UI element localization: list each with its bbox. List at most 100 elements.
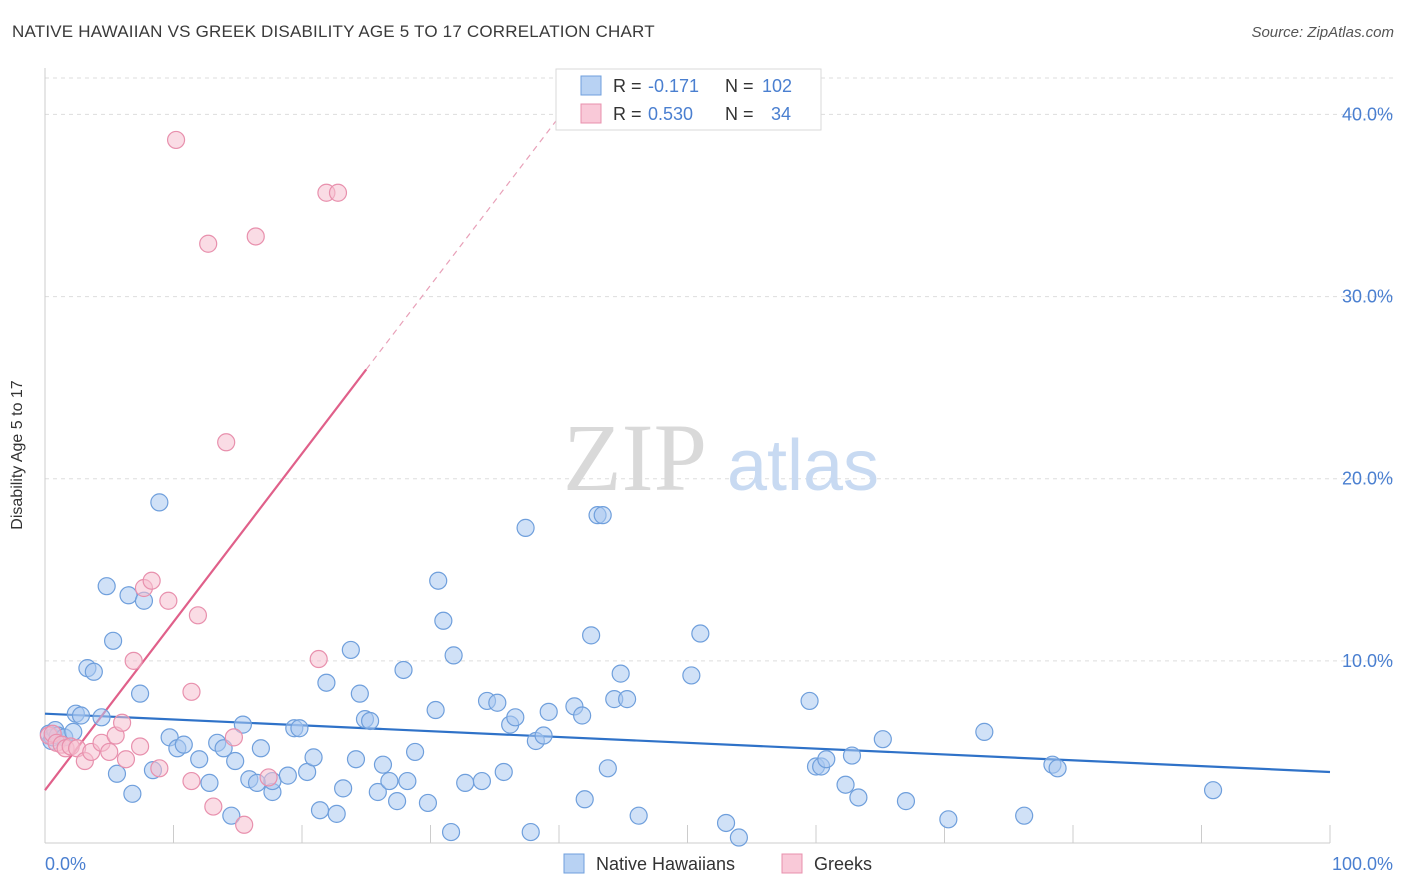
legend-swatch-blue [580,75,602,96]
point-native-hawaiians [494,762,513,782]
point-native-hawaiians [716,813,736,833]
bottom-legend: Native Hawaiians Greeks [563,853,872,874]
point-greeks [166,130,186,150]
legend-r-value-1: -0.171 [648,76,699,96]
point-native-hawaiians [939,810,958,829]
point-native-hawaiians [418,793,438,813]
point-native-hawaiians [1015,806,1034,825]
point-native-hawaiians [394,660,413,680]
point-greeks [182,771,201,791]
point-native-hawaiians [441,822,461,842]
x-tick-label: 0.0% [45,854,86,874]
legend-n-label-1: N = [725,76,754,96]
point-native-hawaiians [456,773,475,792]
point-native-hawaiians [119,586,138,605]
point-native-hawaiians [341,640,360,660]
watermark-zip: ZIP [563,404,707,511]
legend-r-label-1: R = [613,76,642,96]
point-greeks [159,591,178,610]
point-native-hawaiians [682,666,701,685]
point-native-hawaiians [521,822,540,842]
legend-swatch-pink [580,103,602,124]
y-tick-label: 20.0% [1342,469,1393,489]
point-greeks [204,797,223,816]
point-native-hawaiians [251,739,270,758]
point-native-hawaiians [346,750,366,769]
chart-title: NATIVE HAWAIIAN VS GREEK DISABILITY AGE … [12,22,655,41]
point-native-hawaiians [618,690,637,709]
point-greeks [246,227,265,246]
x-tick-label: 100.0% [1332,854,1393,874]
point-native-hawaiians [226,751,245,771]
point-native-hawaiians [104,631,123,650]
point-native-hawaiians [575,790,594,809]
point-native-hawaiians [290,719,309,738]
point-native-hawaiians [174,735,193,754]
point-native-hawaiians [472,771,491,791]
point-native-hawaiians [317,673,336,692]
point-greeks [182,682,201,701]
bottom-legend-swatch-pink [781,853,803,874]
bottom-legend-label-blue: Native Hawaiians [596,854,735,874]
data-points [39,130,1223,847]
source-label: Source: ZipAtlas.com [1251,24,1394,41]
point-greeks [217,433,236,452]
point-native-hawaiians [573,706,592,725]
y-tick-label: 10.0% [1342,651,1393,671]
bottom-legend-label-pink: Greeks [814,854,872,874]
point-native-hawaiians [130,684,150,703]
point-native-hawaiians [873,730,892,749]
trend-line-native-hawaiians [44,712,1331,774]
point-native-hawaiians [310,801,330,820]
point-native-hawaiians [84,662,103,681]
point-native-hawaiians [368,782,387,802]
point-native-hawaiians [836,775,855,794]
point-native-hawaiians [593,506,612,525]
point-native-hawaiians [304,748,323,767]
point-greeks [235,815,254,834]
point-greeks [116,750,136,769]
point-native-hawaiians [380,771,399,791]
point-greeks [309,649,328,669]
tick-labels: 10.0% 20.0% 30.0% 40.0% 0.0% 100.0% [45,104,1393,874]
point-native-hawaiians [629,806,648,825]
point-greeks [224,728,243,747]
point-native-hawaiians [150,493,169,512]
point-native-hawaiians [434,611,453,630]
point-native-hawaiians [123,784,142,803]
point-native-hawaiians [598,759,617,778]
point-greeks [130,737,150,756]
point-native-hawaiians [842,746,862,765]
point-native-hawaiians [896,792,916,811]
legend-n-label-2: N = [725,104,754,124]
legend-r-value-2: 0.530 [648,104,693,124]
point-native-hawaiians [582,626,601,645]
point-greeks [188,606,208,625]
point-native-hawaiians [691,624,710,643]
point-native-hawaiians [278,766,297,785]
point-native-hawaiians [444,646,463,665]
point-native-hawaiians [1048,759,1067,778]
point-native-hawaiians [539,702,558,721]
point-native-hawaiians [800,691,819,711]
point-greeks [112,713,132,732]
legend-r-label-2: R = [613,104,642,124]
point-native-hawaiians [405,742,425,762]
point-native-hawaiians [1203,781,1223,800]
y-tick-label: 40.0% [1342,104,1393,124]
legend-box: R = -0.171 N = 102 R = 0.530 N = 34 [555,68,822,131]
point-native-hawaiians [350,684,369,703]
point-native-hawaiians [71,706,91,725]
point-native-hawaiians [233,715,252,734]
point-native-hawaiians [334,779,353,798]
point-native-hawaiians [426,700,445,720]
point-native-hawaiians [92,708,111,727]
point-native-hawaiians [107,764,127,783]
point-greeks [150,759,169,778]
point-native-hawaiians [361,711,380,731]
point-native-hawaiians [534,726,553,745]
point-native-hawaiians [398,771,417,791]
point-native-hawaiians [729,828,749,847]
y-tick-label: 30.0% [1342,287,1393,307]
